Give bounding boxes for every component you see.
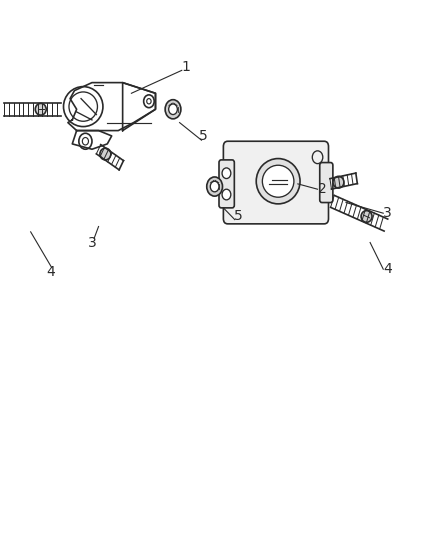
FancyBboxPatch shape <box>320 163 333 203</box>
Ellipse shape <box>262 165 294 197</box>
Circle shape <box>210 181 219 192</box>
Text: 5: 5 <box>234 209 243 223</box>
Circle shape <box>222 168 231 179</box>
Text: 5: 5 <box>199 129 208 143</box>
Ellipse shape <box>100 148 111 160</box>
Circle shape <box>222 189 231 200</box>
Text: 3: 3 <box>383 206 392 220</box>
FancyBboxPatch shape <box>223 141 328 224</box>
FancyBboxPatch shape <box>219 160 234 208</box>
Text: 2: 2 <box>318 182 326 196</box>
Circle shape <box>207 177 223 196</box>
Ellipse shape <box>256 159 300 204</box>
Text: 3: 3 <box>88 236 96 249</box>
Text: 1: 1 <box>182 60 191 74</box>
Circle shape <box>165 100 181 119</box>
Text: 4: 4 <box>46 265 55 279</box>
Text: 4: 4 <box>383 262 392 276</box>
Circle shape <box>169 104 177 115</box>
Ellipse shape <box>35 103 46 115</box>
Ellipse shape <box>361 211 372 222</box>
Ellipse shape <box>333 176 344 188</box>
